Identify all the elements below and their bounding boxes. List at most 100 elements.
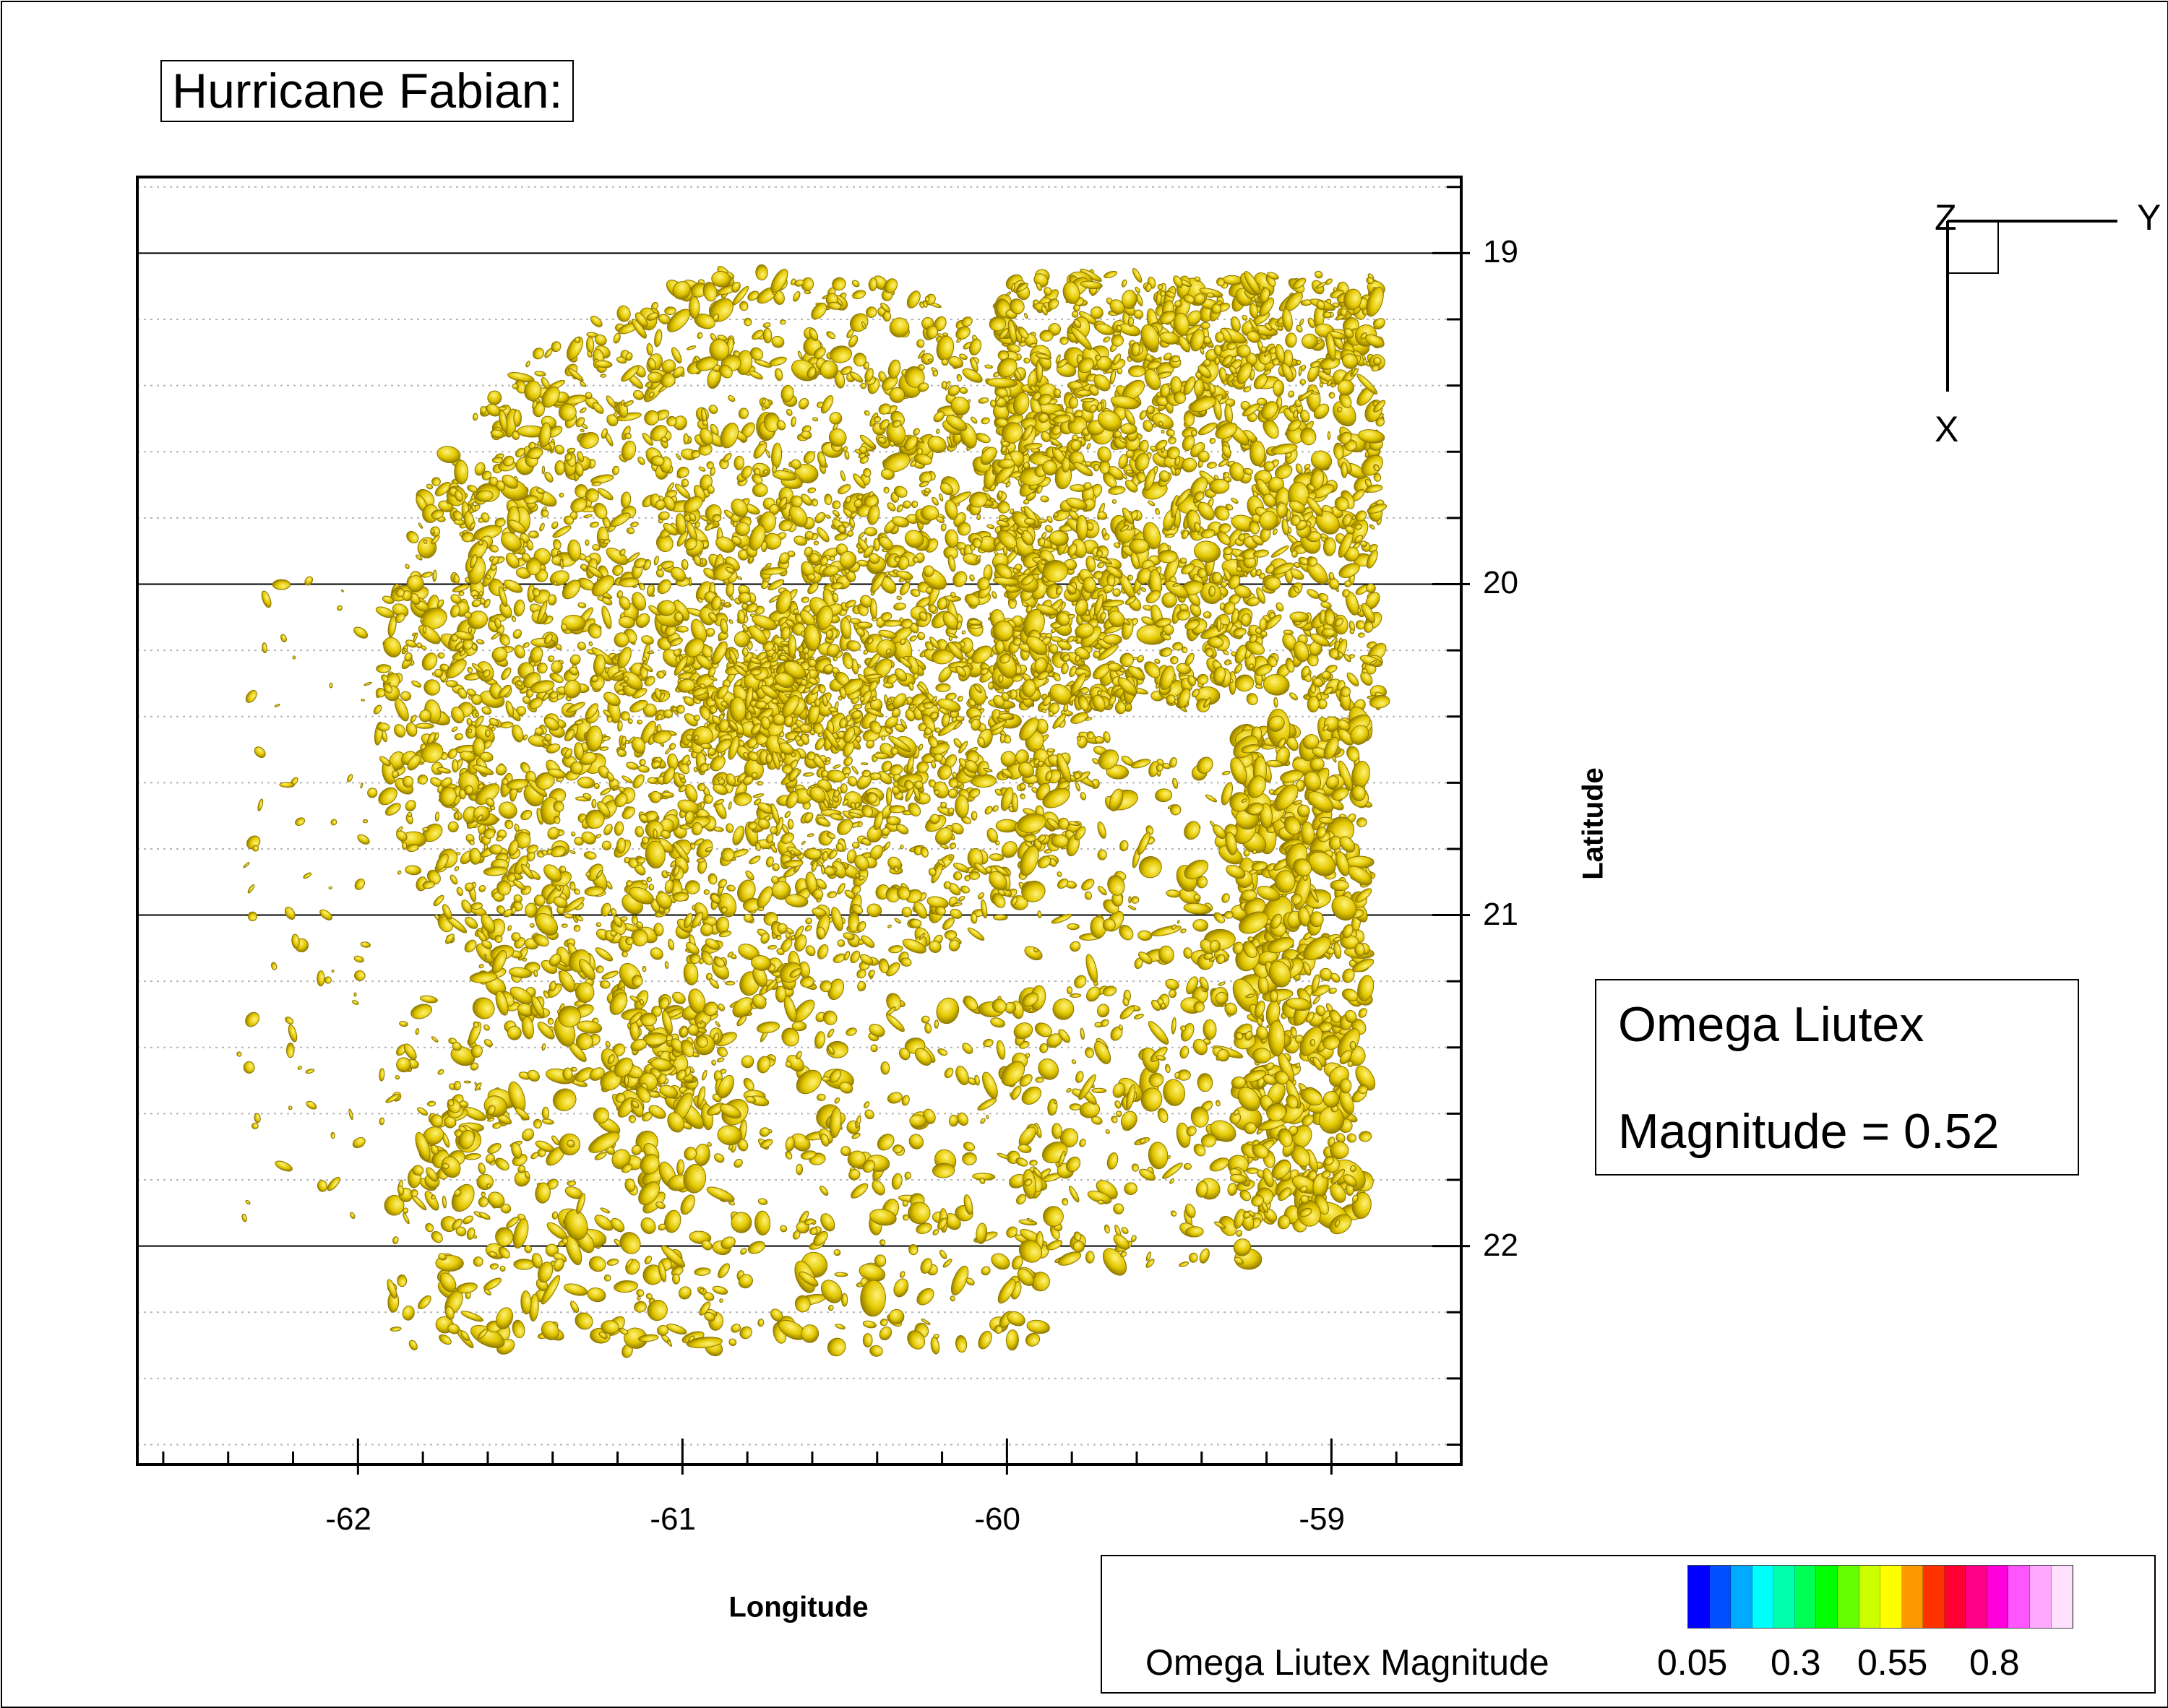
vortex-blob: [700, 559, 703, 564]
vortex-blob: [1140, 587, 1146, 592]
vortex-blob: [1209, 437, 1216, 444]
vortex-blob: [602, 823, 614, 837]
vortex-blob: [851, 289, 866, 301]
vortex-blob: [1244, 691, 1260, 707]
vortex-blob: [540, 509, 550, 519]
vortex-blob: [996, 499, 1011, 514]
vortex-blob: [519, 808, 533, 822]
vortex-blob: [960, 885, 971, 894]
vortex-blob: [707, 403, 719, 415]
vortex-blob: [858, 531, 866, 539]
vortex-blob: [961, 630, 965, 634]
vortex-blob: [421, 645, 427, 650]
vortex-blob: [1046, 515, 1053, 524]
vortex-blob: [687, 345, 696, 350]
vortex-blob: [525, 361, 531, 368]
vortex-blob: [770, 335, 786, 350]
vortex-blob: [834, 532, 848, 541]
vortex-blob: [981, 417, 990, 426]
vortex-blob: [931, 303, 942, 309]
vortex-blob: [941, 916, 957, 932]
vortex-blob: [404, 529, 421, 545]
vortex-blob: [801, 841, 806, 845]
vortex-blob: [667, 939, 675, 950]
vortex-blob: [916, 631, 926, 642]
vortex-blob: [830, 813, 844, 821]
vortex-blob: [1126, 470, 1133, 473]
vortex-blob: [1295, 324, 1304, 334]
vortex-blob: [562, 924, 567, 928]
vortex-blob: [655, 577, 674, 596]
vortex-blob: [1242, 613, 1252, 626]
vortex-blob: [1131, 267, 1143, 283]
vortex-blob: [611, 465, 620, 475]
vortex-blob: [931, 496, 939, 506]
vortex-blob: [862, 770, 871, 777]
vortex-blob: [925, 296, 929, 301]
vortex-blob: [504, 700, 515, 717]
vortex-blob: [831, 499, 842, 510]
vortex-blob: [555, 460, 565, 475]
vortex-blob: [504, 819, 514, 830]
vortex-blob: [637, 720, 642, 725]
vortex-blob: [664, 306, 676, 315]
vortex-blob: [727, 394, 736, 403]
vortex-blob: [884, 487, 889, 493]
vortex-blob: [864, 410, 871, 416]
vortex-blob: [765, 449, 771, 459]
vortex-blob: [681, 479, 689, 487]
vortex-blob: [478, 964, 483, 969]
vortex-blob: [451, 806, 459, 812]
vortex-blob: [936, 429, 939, 434]
vortex-blob: [725, 981, 735, 985]
vortex-blob: [1299, 319, 1304, 326]
vortex-blob: [534, 371, 546, 376]
vortex-blob: [1038, 519, 1046, 522]
vortex-blob: [861, 763, 868, 765]
vortex-blob: [993, 915, 1007, 920]
vortex-blob: [754, 358, 773, 369]
vortex-blob: [956, 374, 962, 381]
vortex-blob: [1233, 663, 1244, 675]
vortex-blob: [715, 1021, 720, 1027]
vortex-blob: [496, 799, 520, 822]
vortex-blob: [1180, 558, 1187, 564]
vortex-blob: [575, 720, 583, 725]
vortex-blob: [848, 518, 856, 529]
vortex-blob: [514, 410, 522, 427]
vortex-blob: [405, 865, 421, 876]
vortex-blob: [887, 924, 892, 928]
vortex-blob: [614, 821, 624, 836]
vortex-blob: [1023, 358, 1030, 364]
vortex-blob: [1203, 611, 1211, 618]
vortex-blob: [685, 880, 700, 894]
vortex-blob: [949, 842, 957, 850]
vortex-blob: [455, 460, 468, 484]
vortex-blob: [898, 581, 912, 597]
vortex-blob: [564, 913, 574, 919]
vortex-blob: [1147, 406, 1155, 415]
vortex-blob: [1341, 462, 1348, 478]
vortex-blob: [653, 556, 659, 565]
vortex-blob: [559, 492, 564, 498]
vortex-blob: [1317, 592, 1330, 603]
vortex-blob: [869, 277, 877, 291]
vortex-blob: [909, 704, 914, 708]
vortex-blob: [1270, 544, 1290, 558]
vortex-blob: [526, 540, 534, 551]
vortex-blob: [788, 635, 796, 658]
vortex-blob: [1291, 551, 1297, 558]
vortex-blob: [995, 640, 1004, 654]
vortex-blob: [1289, 691, 1299, 702]
vortex-blob: [829, 345, 852, 363]
vortex-blob: [711, 1060, 716, 1066]
vortex-blob: [889, 805, 905, 813]
vortex-blob: [642, 837, 648, 844]
vortex-blob: [1093, 464, 1099, 471]
vortex-blob: [473, 413, 478, 420]
vortex-blob: [478, 884, 486, 893]
vortex-blob: [804, 944, 817, 957]
vortex-blob: [956, 337, 962, 343]
vortex-blob: [1040, 496, 1049, 503]
vortex-blob: [836, 483, 852, 496]
